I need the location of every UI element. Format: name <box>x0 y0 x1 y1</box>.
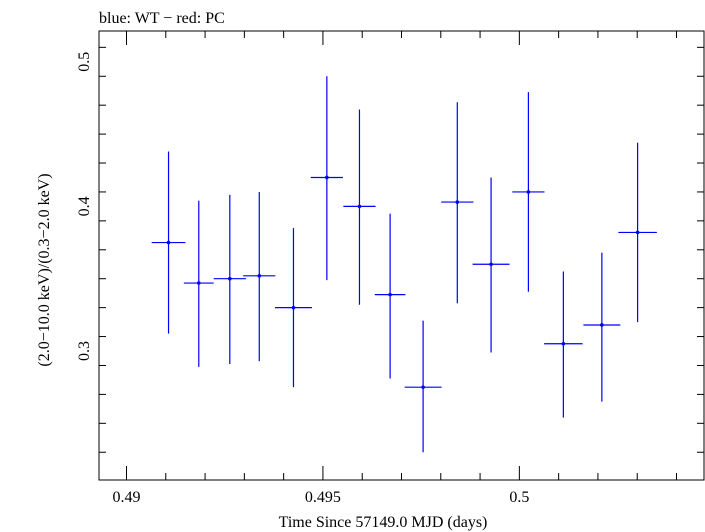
data-marker <box>388 292 392 297</box>
data-point <box>583 252 621 402</box>
chart-title: blue: WT − red: PC <box>99 10 225 27</box>
data-marker <box>325 175 329 180</box>
data-point <box>310 76 343 281</box>
data-marker <box>600 323 604 327</box>
data-marker <box>421 385 425 389</box>
y-tick-label: 0.4 <box>76 196 93 216</box>
data-point <box>618 142 657 323</box>
data-point <box>374 213 406 379</box>
data-marker <box>291 305 296 310</box>
data-point <box>343 109 376 305</box>
data-point <box>441 102 474 304</box>
data-marker <box>455 200 460 204</box>
data-marker <box>196 281 201 285</box>
data-point <box>151 151 186 334</box>
data-point <box>275 228 312 388</box>
data-marker <box>257 274 262 278</box>
data-marker <box>635 230 640 235</box>
y-axis-label: (2.0−10.0 keV)/(0.3−2.0 keV) <box>36 173 53 366</box>
data-marker <box>489 262 493 267</box>
data-marker <box>561 341 566 346</box>
data-point <box>544 271 583 418</box>
plot-frame <box>98 30 705 481</box>
x-axis-ticks: 0.49 0.495 0.5 <box>113 31 677 506</box>
data-point <box>404 320 442 453</box>
data-points <box>151 76 657 453</box>
y-tick-label: 0.5 <box>76 52 93 72</box>
y-axis-ticks: 0.3 0.4 0.5 <box>76 46 704 453</box>
x-axis-label: Time Since 57149.0 MJD (days) <box>279 514 488 531</box>
data-point <box>512 92 545 292</box>
data-point <box>472 177 510 353</box>
x-tick-label: 0.495 <box>305 489 341 506</box>
x-tick-label: 0.49 <box>113 489 141 506</box>
data-marker <box>357 204 362 209</box>
data-marker <box>526 190 531 194</box>
data-point <box>183 200 214 367</box>
x-tick-label: 0.5 <box>509 489 529 506</box>
data-marker <box>228 276 232 281</box>
data-point <box>213 194 246 365</box>
data-marker <box>166 240 171 245</box>
data-point <box>243 191 276 362</box>
y-tick-label: 0.3 <box>76 341 93 361</box>
